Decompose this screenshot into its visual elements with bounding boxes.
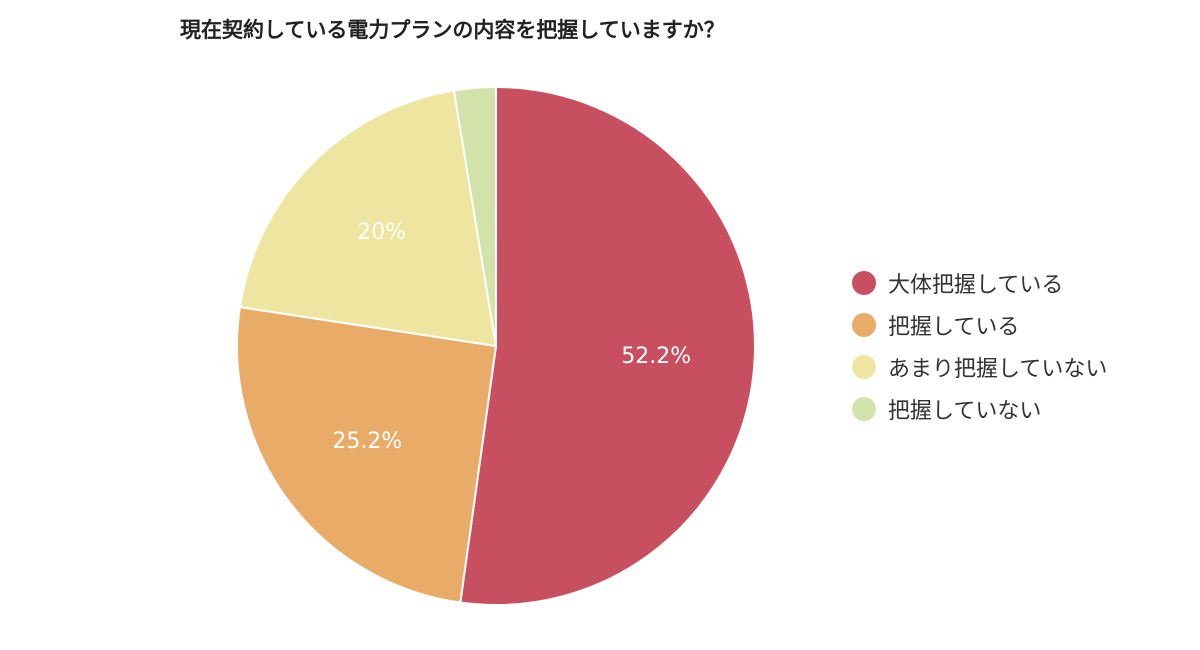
pie-slices [236,85,756,606]
legend-item[interactable]: 把握している [852,304,1107,346]
legend-item[interactable]: 大体把握している [852,262,1107,304]
legend-label: 把握している [888,315,1020,340]
legend-item[interactable]: 把握していない [852,388,1107,430]
slice-value-label: 25.2% [332,429,402,454]
legend: 大体把握している 把握している あまり把握していない 把握していない [852,262,1107,430]
pie-slice[interactable] [459,85,756,606]
legend-label: 把握していない [888,399,1042,424]
pie-slice[interactable] [452,85,497,347]
legend-swatch [852,355,876,379]
pie-slice-labels: 52.2% 25.2% 20% [332,220,691,454]
chart-title: 現在契約している電力プランの内容を把握していますか？ [180,18,725,42]
slice-value-label: 52.2% [621,344,691,369]
legend-label: あまり把握していない [888,357,1108,382]
slice-value-label: 20% [357,220,406,245]
legend-swatch [852,313,876,337]
legend-item[interactable]: あまり把握していない [852,346,1107,388]
pie-slice[interactable] [238,89,498,348]
legend-swatch [852,397,876,421]
legend-label: 大体把握している [888,273,1064,298]
legend-swatch [852,271,876,295]
pie-slice[interactable] [236,305,498,604]
